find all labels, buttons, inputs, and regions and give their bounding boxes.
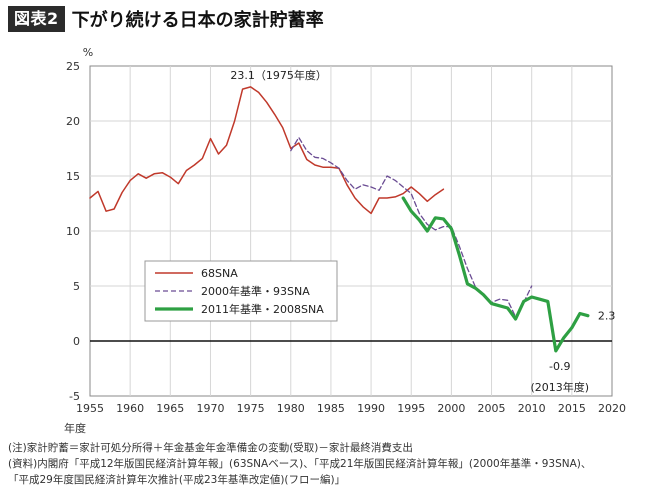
x-axis-label: 年度	[64, 421, 86, 435]
legend-box	[144, 260, 338, 322]
series-line-1	[89, 86, 445, 215]
annotation-peak: 23.1（1975年度）	[230, 68, 327, 82]
savings-rate-chart: -5 0 5 10 15 20 25 1955 1960 1965 1970 1975 1980 1985…	[64, 46, 626, 435]
legend-label-1: 68SNA	[201, 267, 238, 280]
y-tick-label: 5	[73, 280, 80, 293]
header: 図表2 下がり続ける日本の家計貯蓄率	[8, 5, 324, 33]
x-tick-label: 1960	[116, 402, 144, 415]
x-tick-label: 1990	[357, 402, 385, 415]
x-tick-label: 2015	[558, 402, 586, 415]
annotation-latest: 2.3	[598, 310, 616, 323]
y-axis-label: %	[83, 46, 93, 59]
annotation-low-year: (2013年度)	[530, 380, 589, 394]
x-tick-label: 1965	[156, 402, 184, 415]
x-tick-label: 1980	[277, 402, 305, 415]
x-tick-label: 2000	[437, 402, 465, 415]
x-tick-label: 1970	[196, 402, 224, 415]
x-tick-label: 2005	[478, 402, 506, 415]
x-tick-label: 2020	[598, 402, 626, 415]
note-line-3: 「平成29年度国民経済計算年次推計(平成23年基準改定値)(フロー編)」	[8, 474, 346, 486]
footnotes: (注)家計貯蓄＝家計可処分所得＋年金基金年金準備金の変動(受取)－家計最終消費支…	[8, 440, 591, 488]
note-line-1: (注)家計貯蓄＝家計可処分所得＋年金基金年金準備金の変動(受取)－家計最終消費支…	[8, 442, 413, 454]
note-line-2: (資料)内閣府「平成12年版国民経済計算年報」(63SNAベース)、「平成21年…	[8, 458, 592, 470]
y-tick-label: 20	[66, 115, 80, 128]
y-tick-label: -5	[69, 390, 80, 403]
x-tick-label: 1995	[397, 402, 425, 415]
series-line-3	[401, 196, 590, 353]
x-tick-label: 1955	[76, 402, 104, 415]
y-tick-label: 15	[66, 170, 80, 183]
figure-badge: 図表2	[8, 6, 65, 32]
y-tick-label: 10	[66, 225, 80, 238]
y-tick-label: 25	[66, 60, 80, 73]
x-tick-label: 1985	[317, 402, 345, 415]
chart-title: 下がり続ける日本の家計貯蓄率	[71, 10, 324, 31]
x-tick-label: 1975	[237, 402, 265, 415]
legend-label-3: 2011年基準・2008SNA	[201, 302, 324, 316]
legend-label-2: 2000年基準・93SNA	[201, 284, 310, 298]
x-tick-label: 2010	[518, 402, 546, 415]
annotation-low: -0.9	[549, 360, 570, 373]
y-tick-label: 0	[73, 335, 80, 348]
